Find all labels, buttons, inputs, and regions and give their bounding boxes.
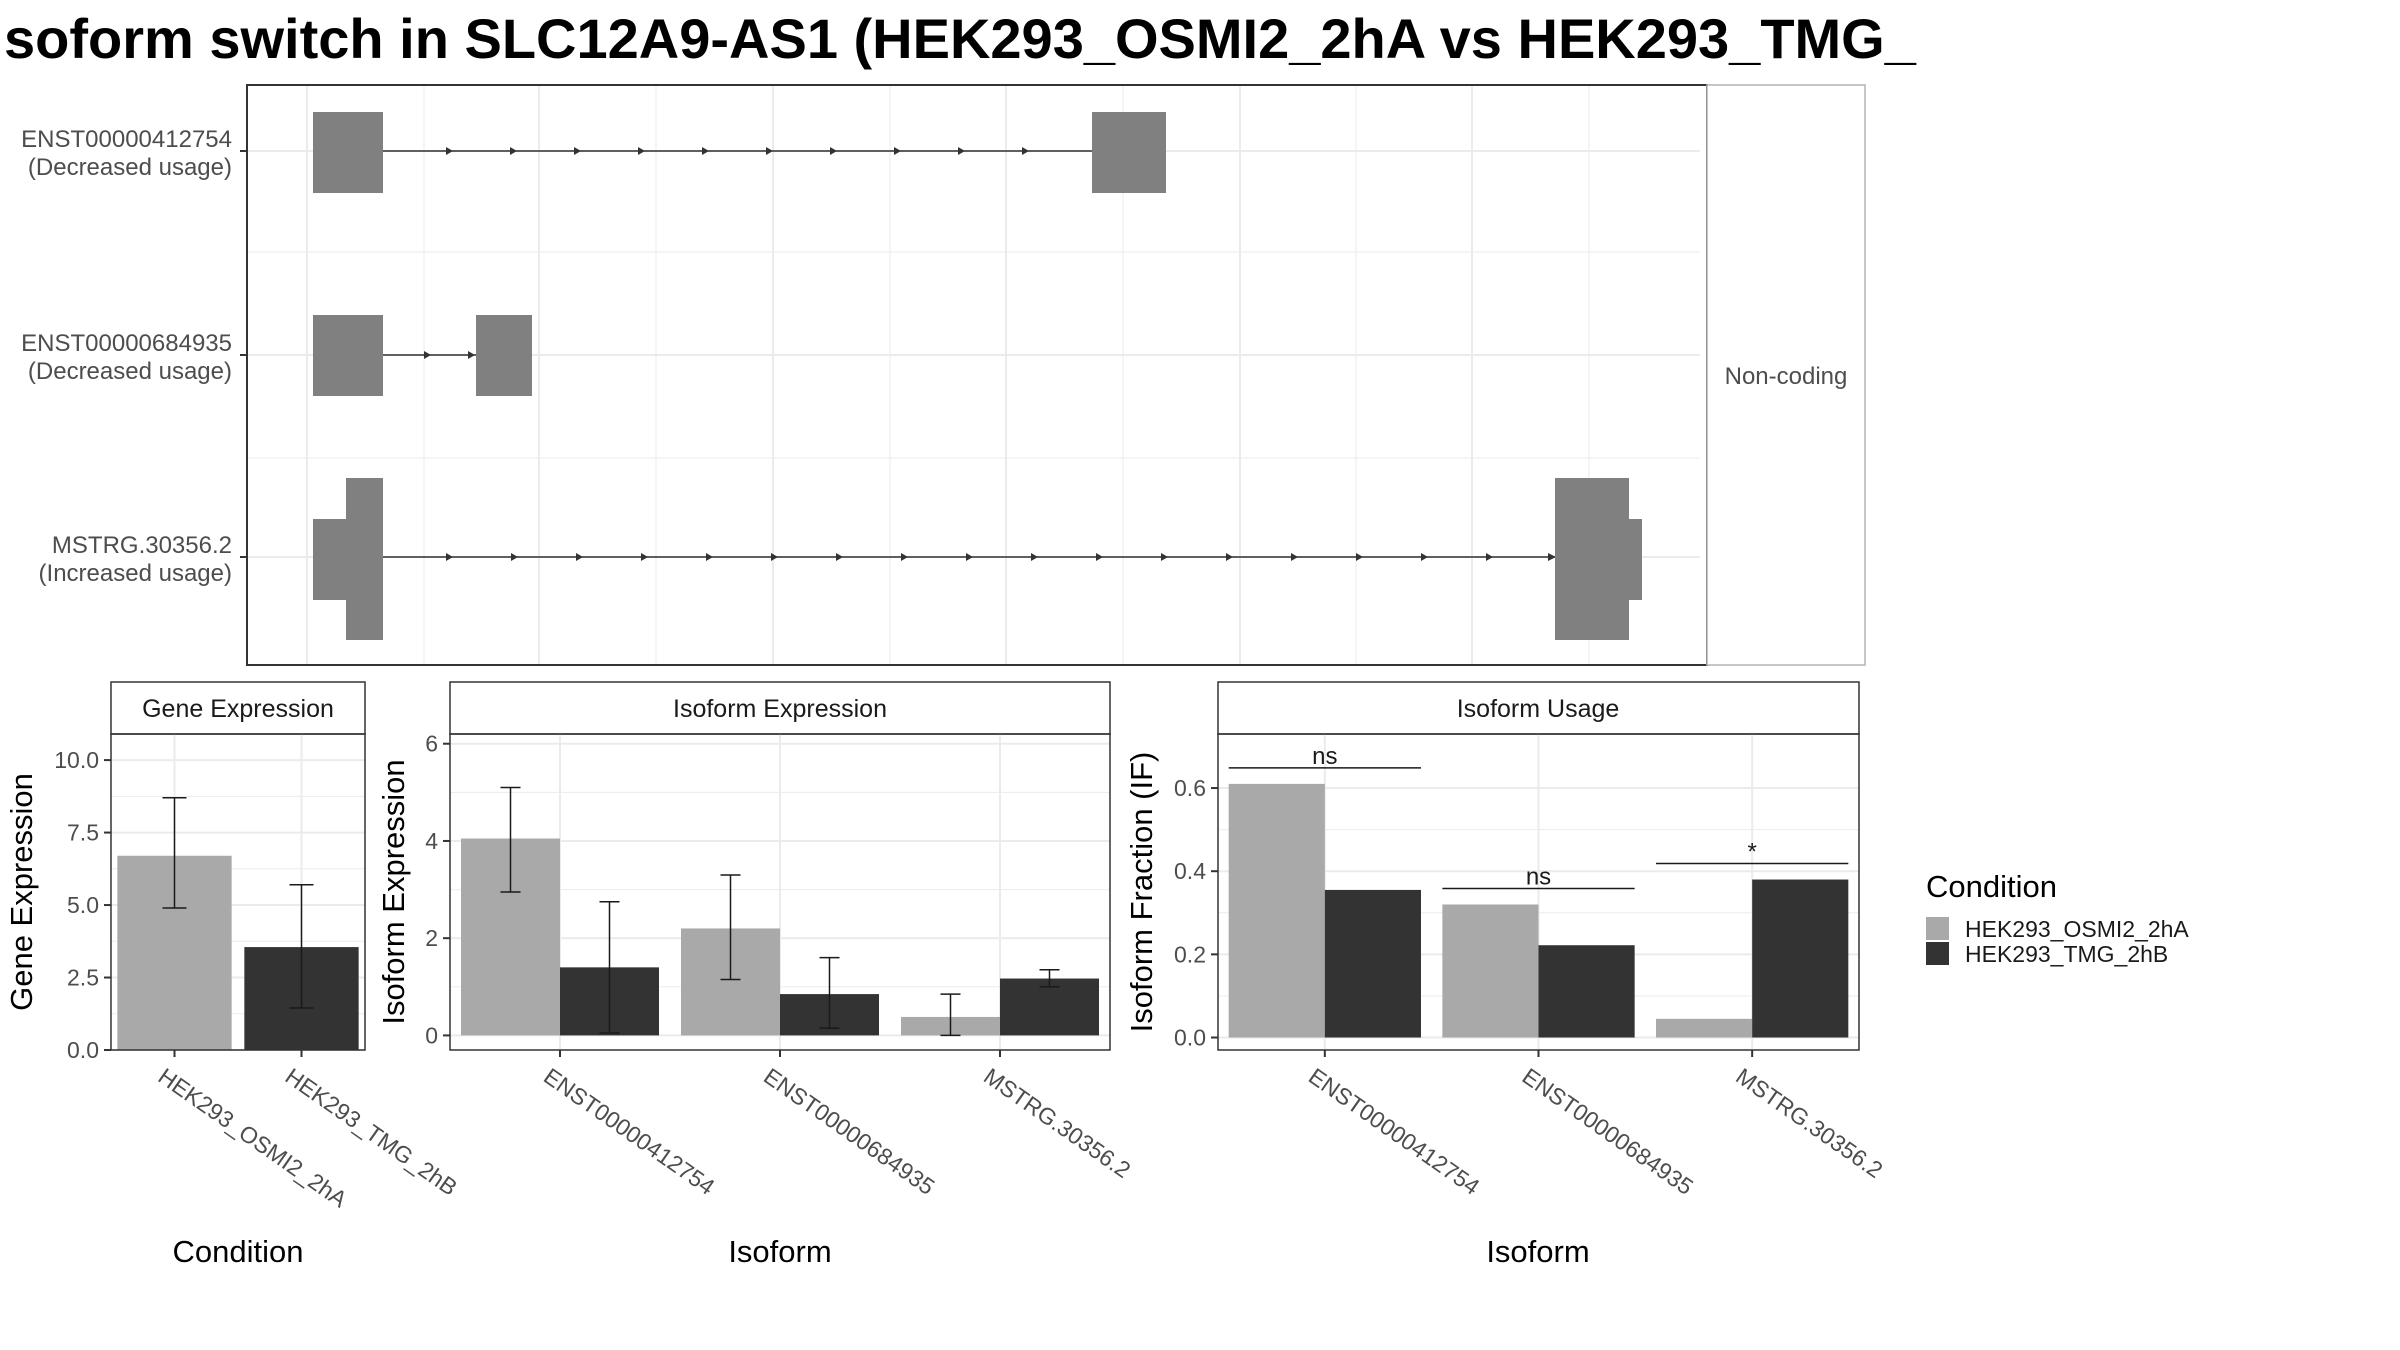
exon [313,112,383,193]
legend-label-a: HEK293_OSMI2_2hA [1965,916,2189,942]
intron-arrows [446,553,1556,561]
transcript-2-id: ENST00000684935 [21,330,232,357]
gene-expression-errorbars [162,797,314,1009]
exon [346,478,383,640]
exon [476,315,532,396]
gene-expression-xlabel: Condition [173,1234,304,1269]
legend-label-b: HEK293_TMG_2hB [1965,941,2168,967]
isoform-expression-title: Isoform Expression [673,695,887,723]
isoform-usage-strip [1217,681,1860,735]
bar [1228,783,1325,1038]
exon [1092,112,1166,193]
gene-expression-bars [117,855,359,1050]
bar [1442,904,1539,1038]
isoform-usage-xlabel: Isoform [1486,1234,1589,1269]
transcript-3-id: MSTRG.30356.2 [52,532,232,559]
y-tick-label: 0.0 [67,1037,99,1063]
transcript-1-id: ENST00000412754 [21,126,232,153]
y-tick-label: 6 [425,731,438,757]
y-tick-label: 10.0 [54,747,99,773]
utr-segment [1629,519,1642,600]
transcript-3-note: (Increased usage) [39,560,232,587]
y-tick-label: 0.4 [1174,858,1206,884]
x-tick-label: MSTRG.30356.2 [979,1063,1135,1183]
isoform-expression-errorbars [500,786,1060,1037]
legend-swatch-b [1926,942,1949,965]
gene-expression-plot-border [110,733,366,1051]
isoform-usage-panel: Isoform Usage ns ns * 0.0 0.2 0.4 0.6 ENST000… [1124,681,1888,1269]
isoform-usage-x-ticks: ENST00000412754 ENST00000684935 MSTRG.3035… [1304,1050,1888,1200]
y-tick-label: 0 [425,1022,438,1048]
isoform-usage-title: Isoform Usage [1457,695,1620,723]
y-tick-label: 0.0 [1174,1025,1206,1051]
isoform-usage-ylabel: Isoform Fraction (IF) [1124,752,1159,1033]
x-tick-label: MSTRG.30356.2 [1731,1063,1887,1183]
y-tick-label: 0.2 [1174,941,1206,967]
bar [1656,1018,1753,1038]
exon [1555,478,1629,640]
transcript-3-model [313,478,1642,640]
bar [1000,978,1099,1036]
x-tick-label: ENST00000684935 [759,1063,939,1200]
transcript-1-model [313,112,1166,193]
isoform-usage-significance: ns ns * [1228,743,1849,890]
gene-expression-y-ticks: 0.0 2.5 5.0 7.5 10.0 [54,747,111,1063]
significance-label: * [1747,839,1756,866]
y-tick-label: 2.5 [67,965,99,991]
significance-label: ns [1312,743,1337,770]
y-tick-label: 5.0 [67,892,99,918]
transcript-2-note: (Decreased usage) [28,358,232,385]
isoform-expression-strip [449,681,1111,735]
x-tick-label: ENST00000684935 [1518,1063,1698,1200]
transcript-1-note: (Decreased usage) [28,154,232,181]
transcript-structure-panel: Non-coding ENST00000412754 (Decreased us… [21,84,1866,666]
bar [1538,945,1635,1038]
y-tick-label: 4 [425,828,438,854]
legend: Condition HEK293_OSMI2_2hA HEK293_TMG_2h… [1926,869,2189,967]
facet-strip-label: Non-coding [1725,363,1848,390]
transcript-2-model [313,315,532,396]
legend-swatch-a [1926,917,1949,940]
structure-panel-background [247,85,1693,665]
x-tick-label: ENST00000412754 [1304,1063,1485,1200]
structure-y-ticks [240,150,247,558]
isoform-expression-y-ticks: 0 2 4 6 [425,731,450,1048]
isoform-usage-y-ticks: 0.0 0.2 0.4 0.6 [1174,775,1218,1051]
exon [313,315,383,396]
figure-title: soform switch in SLC12A9-AS1 (HEK293_OSM… [4,7,1917,70]
bar [1752,879,1849,1038]
bar [1324,889,1421,1038]
gene-expression-ylabel: Gene Expression [4,773,39,1011]
isoform-expression-xlabel: Isoform [728,1234,831,1269]
isoform-expression-x-ticks: ENST00000412754 ENST00000684935 MSTRG.3035… [539,1050,1135,1200]
facet-strip [1706,84,1866,666]
y-tick-label: 0.6 [1174,775,1206,801]
significance-label: ns [1526,863,1551,890]
intron-arrows [424,351,475,359]
y-tick-label: 2 [425,925,438,951]
intron-arrows [446,147,1029,155]
gene-expression-strip [110,681,366,735]
x-tick-label: ENST00000412754 [539,1063,720,1200]
gene-expression-title: Gene Expression [142,695,334,723]
y-tick-label: 7.5 [67,820,99,846]
isoform-expression-ylabel: Isoform Expression [376,759,411,1024]
legend-title: Condition [1926,869,2057,904]
isoform-usage-bars [1228,783,1849,1038]
